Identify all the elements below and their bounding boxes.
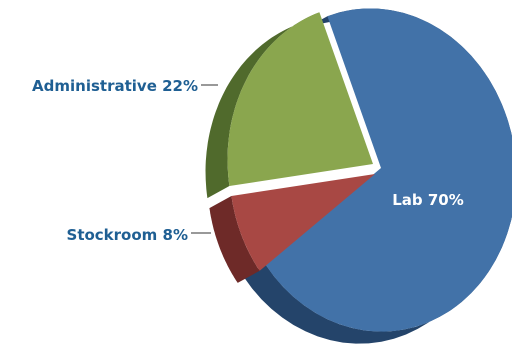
pie-slice-lab <box>265 8 512 332</box>
pie-side-layer <box>205 8 512 344</box>
pie-top-layer <box>227 8 512 332</box>
pie-slice-administrative <box>227 12 373 187</box>
label-stockroom: Stockroom 8% <box>67 226 188 244</box>
label-lab: Lab 70% <box>392 191 464 209</box>
leader-line-layer <box>191 84 218 234</box>
pie-side-stockroom <box>209 196 260 283</box>
pie-slice-stockroom <box>231 174 375 271</box>
label-administrative: Administrative 22% <box>32 77 198 95</box>
pie-side-administrative <box>205 12 320 199</box>
label-layer: Lab 70% Administrative 22% Stockroom 8% <box>32 77 464 244</box>
